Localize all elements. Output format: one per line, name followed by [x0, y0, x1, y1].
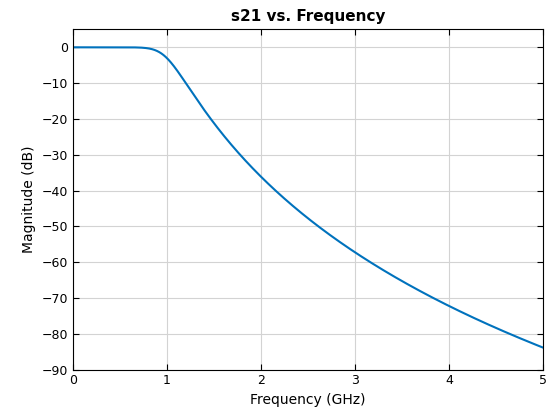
Title: s21 vs. Frequency: s21 vs. Frequency	[231, 9, 385, 24]
Y-axis label: Magnitude (dB): Magnitude (dB)	[22, 146, 36, 253]
X-axis label: Frequency (GHz): Frequency (GHz)	[250, 393, 366, 407]
